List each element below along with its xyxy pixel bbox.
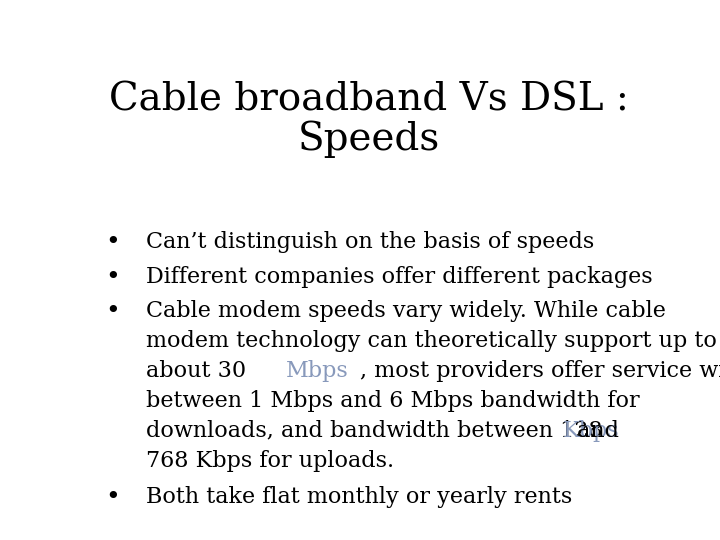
Text: , most providers offer service with: , most providers offer service with <box>361 360 720 382</box>
Text: downloads, and bandwidth between 128: downloads, and bandwidth between 128 <box>145 420 610 442</box>
Text: downloads, and bandwidth between 128: downloads, and bandwidth between 128 <box>145 420 610 442</box>
Text: Mbps: Mbps <box>286 360 349 382</box>
Text: downloads, and bandwidth between 128: downloads, and bandwidth between 128 <box>145 420 610 442</box>
Text: modem technology can theoretically support up to: modem technology can theoretically suppo… <box>145 330 716 352</box>
Text: Mbps: Mbps <box>286 360 349 382</box>
Text: 768 Kbps for uploads.: 768 Kbps for uploads. <box>145 450 394 471</box>
Text: between 1 Mbps and 6 Mbps bandwidth for: between 1 Mbps and 6 Mbps bandwidth for <box>145 390 639 412</box>
Text: Both take flat monthly or yearly rents: Both take flat monthly or yearly rents <box>145 485 572 508</box>
Text: Kbps: Kbps <box>562 420 619 442</box>
Text: •: • <box>105 266 120 288</box>
Text: •: • <box>105 485 120 509</box>
Text: about 30: about 30 <box>145 360 253 382</box>
Text: Kbps: Kbps <box>562 420 619 442</box>
Text: Cable broadband Vs DSL :: Cable broadband Vs DSL : <box>109 82 629 118</box>
Text: Different companies offer different packages: Different companies offer different pack… <box>145 266 652 287</box>
Text: •: • <box>105 231 120 254</box>
Text: Can’t distinguish on the basis of speeds: Can’t distinguish on the basis of speeds <box>145 231 594 253</box>
Text: Speeds: Speeds <box>298 121 440 158</box>
Text: Cable modem speeds vary widely. While cable: Cable modem speeds vary widely. While ca… <box>145 300 666 322</box>
Text: •: • <box>105 300 120 323</box>
Text: about 30: about 30 <box>145 360 253 382</box>
Text: and: and <box>570 420 618 442</box>
